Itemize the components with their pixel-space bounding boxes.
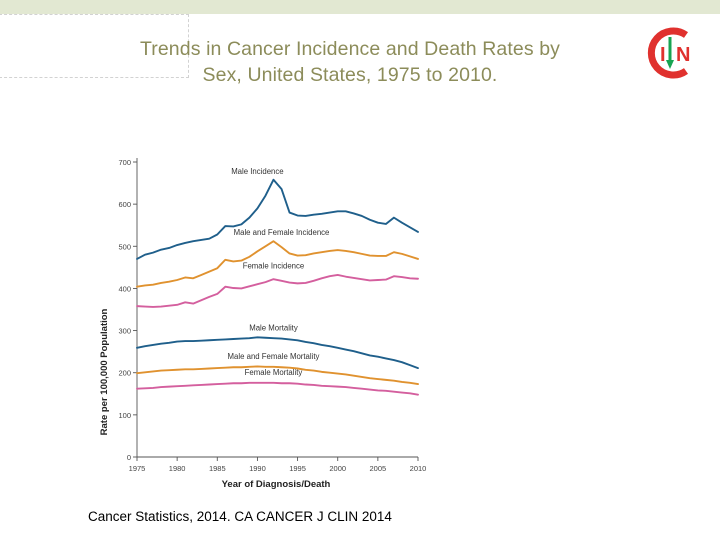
svg-text:Male Mortality: Male Mortality xyxy=(249,324,298,333)
svg-text:1980: 1980 xyxy=(169,464,186,473)
svg-text:Male and Female Incidence: Male and Female Incidence xyxy=(234,228,330,237)
svg-text:Female Incidence: Female Incidence xyxy=(243,262,305,271)
logo-letter-i: I xyxy=(660,44,666,66)
cin-logo-svg: I N xyxy=(647,27,690,79)
top-decorative-band xyxy=(0,0,720,14)
svg-text:700: 700 xyxy=(118,158,131,167)
svg-text:Male and Female Mortality: Male and Female Mortality xyxy=(228,352,320,361)
svg-text:1985: 1985 xyxy=(209,464,226,473)
page-title-line-1: Trends in Cancer Incidence and Death Rat… xyxy=(139,38,560,60)
svg-text:2000: 2000 xyxy=(329,464,346,473)
svg-text:100: 100 xyxy=(118,411,131,420)
svg-text:400: 400 xyxy=(118,284,131,293)
svg-text:500: 500 xyxy=(118,242,131,251)
logo-ring-c-icon xyxy=(647,27,689,79)
svg-text:2005: 2005 xyxy=(370,464,387,473)
svg-text:1975: 1975 xyxy=(129,464,146,473)
svg-text:Male Incidence: Male Incidence xyxy=(231,167,283,176)
logo-arrow-head-icon xyxy=(666,60,674,69)
svg-text:200: 200 xyxy=(118,369,131,378)
svg-text:0: 0 xyxy=(127,453,131,462)
logo-letter-n: N xyxy=(676,44,690,66)
chart-x-axis-label: Year of Diagnosis/Death xyxy=(222,479,331,490)
chart-series-lines xyxy=(136,178,419,396)
chart-series-annotations: Male Incidence Male and Female Incidence F… xyxy=(228,167,330,377)
svg-text:600: 600 xyxy=(118,200,131,209)
svg-text:1990: 1990 xyxy=(249,464,266,473)
svg-text:Female Mortality: Female Mortality xyxy=(245,368,303,377)
svg-text:1995: 1995 xyxy=(289,464,306,473)
cin-logo: I N xyxy=(640,22,702,84)
svg-text:2010: 2010 xyxy=(410,464,426,473)
page-title: Trends in Cancer Incidence and Death Rat… xyxy=(70,36,630,88)
chart-background xyxy=(96,142,426,492)
source-caption: Cancer Statistics, 2014. CA CANCER J CLI… xyxy=(88,509,392,524)
svg-text:300: 300 xyxy=(118,327,131,336)
slide-placeholder-frame xyxy=(0,14,189,78)
chart-y-axis-label: Rate per 100,000 Population xyxy=(99,308,110,435)
chart-svg: 0 100 200 300 400 500 600 700 1975 1980 1985 1990 19… xyxy=(96,142,426,492)
chart-tick-labels: 0 100 200 300 400 500 600 700 1975 1980 1985 1990 19… xyxy=(118,158,426,473)
chart-axes xyxy=(133,158,419,461)
page-title-line-2: Sex, United States, 1975 to 2010. xyxy=(202,64,498,86)
cancer-rates-line-chart: 0 100 200 300 400 500 600 700 1975 1980 1985 1990 19… xyxy=(96,142,426,492)
